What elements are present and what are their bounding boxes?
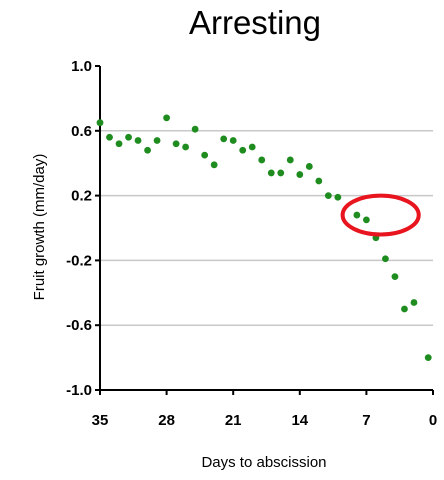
highlight-ellipse <box>340 193 421 237</box>
data-point <box>258 156 266 164</box>
data-point <box>248 143 256 151</box>
chart-title: Arresting <box>189 4 321 41</box>
data-points <box>96 114 432 361</box>
data-point <box>334 193 342 201</box>
data-point <box>182 143 190 151</box>
data-point <box>172 140 180 148</box>
data-point <box>153 137 161 144</box>
data-point <box>96 119 104 127</box>
y-tick-label: 0.2 <box>71 188 92 205</box>
data-point <box>382 255 389 263</box>
data-point <box>363 216 370 224</box>
data-point <box>401 305 408 313</box>
data-point <box>201 151 209 159</box>
data-point <box>277 169 285 177</box>
data-point <box>410 299 418 306</box>
data-point <box>134 137 142 144</box>
data-point <box>144 146 151 154</box>
y-tick-label: -0.2 <box>66 252 92 269</box>
y-tick-labels: 1.0 0.6 0.2 -0.2 -0.6 -1.0 <box>66 58 92 399</box>
data-point <box>305 163 313 170</box>
y-tick-label: -0.6 <box>66 317 92 334</box>
x-tick-label: 7 <box>362 412 370 429</box>
x-tick-label: 28 <box>158 412 175 429</box>
data-point <box>163 114 171 122</box>
data-point <box>267 169 275 177</box>
data-point <box>115 140 123 148</box>
data-point <box>191 125 199 133</box>
x-tick-label: 14 <box>291 412 308 429</box>
data-point <box>239 146 247 154</box>
data-point <box>210 161 218 169</box>
data-point <box>424 354 432 361</box>
x-axis-label: Days to abscission <box>201 454 326 471</box>
y-tick-label: 0.6 <box>71 123 92 140</box>
data-point <box>220 135 228 143</box>
data-point <box>125 133 132 141</box>
data-point <box>106 133 113 141</box>
x-tick-label: 0 <box>429 412 437 429</box>
x-tick-label: 35 <box>92 412 109 429</box>
axes <box>95 65 434 395</box>
x-tick-labels: 35 28 21 14 7 0 <box>92 412 438 429</box>
data-point <box>286 156 294 164</box>
data-point <box>391 273 399 280</box>
data-point <box>353 211 361 219</box>
y-tick-label: -1.0 <box>66 382 92 399</box>
data-point <box>324 192 332 200</box>
gridlines <box>100 130 433 326</box>
y-axis-label: Fruit growth (mm/day) <box>31 154 48 301</box>
y-tick-label: 1.0 <box>71 58 92 75</box>
data-point <box>296 171 304 178</box>
data-point <box>315 177 323 185</box>
data-point <box>229 137 237 144</box>
highlight-annotation <box>340 193 421 237</box>
x-tick-label: 21 <box>225 412 242 429</box>
